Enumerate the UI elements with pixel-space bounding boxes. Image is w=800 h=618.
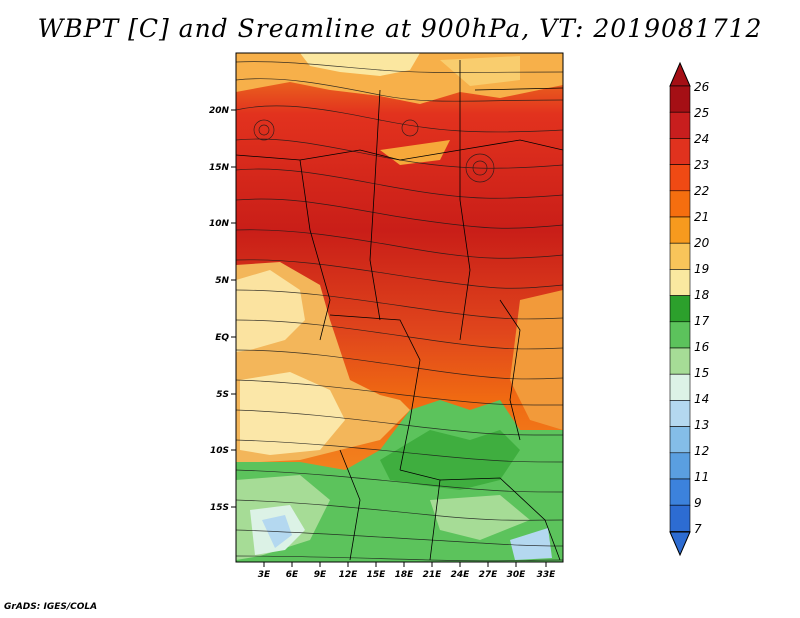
- colorbar-segment: [669, 269, 691, 296]
- colorbar-label-26: 26: [694, 80, 710, 94]
- colorbar-segment: [669, 347, 691, 375]
- lon-label-24e: 24E: [451, 570, 471, 580]
- lon-label-27e: 27E: [479, 570, 499, 580]
- latitude-axis: 20N 15N 10N 5N EQ 5S 10S 15S: [209, 106, 236, 513]
- lat-label-15s: 15S: [210, 503, 229, 513]
- colorbar-label-12: 12: [694, 444, 709, 458]
- colorbar-bottom-arrow: [669, 531, 691, 557]
- orange-east-region: [510, 290, 563, 430]
- colorbar-segment: [669, 321, 691, 349]
- colorbar: 26 25 24 23 22 21 20 19 18 17 16 15 14 1…: [669, 61, 710, 557]
- colorbar-label-14: 14: [694, 392, 709, 406]
- lat-label-20n: 20N: [209, 106, 230, 116]
- colorbar-top-arrow: [669, 61, 691, 87]
- map-frame: [235, 52, 564, 563]
- colorbar-segment: [669, 504, 691, 532]
- lon-label-33e: 33E: [537, 570, 557, 580]
- colorbar-label-25: 25: [694, 106, 709, 120]
- colorbar-label-18: 18: [694, 288, 710, 302]
- colorbar-label-20: 20: [694, 236, 710, 250]
- colorbar-segment: [669, 111, 691, 139]
- lon-label-9e: 9E: [314, 570, 327, 580]
- colorbar-segments: [669, 85, 691, 532]
- colorbar-label-22: 22: [694, 184, 709, 198]
- colorbar-segment: [669, 452, 691, 480]
- colorbar-segment: [669, 400, 691, 427]
- colorbar-label-11: 11: [694, 470, 709, 484]
- credit-label: GrADS: IGES/COLA: [4, 602, 98, 612]
- colorbar-label-21: 21: [694, 210, 709, 224]
- colorbar-labels: 26 25 24 23 22 21 20 19 18 17 16 15 14 1…: [694, 80, 710, 536]
- colorbar-label-19: 19: [694, 262, 709, 276]
- colorbar-label-23: 23: [694, 158, 709, 172]
- lat-label-10s: 10S: [210, 446, 229, 456]
- lon-label-30e: 30E: [507, 570, 527, 580]
- lat-label-eq: EQ: [215, 333, 229, 343]
- map-title: WBPT [C] and Sreamline at 900hPa, VT: 20…: [37, 14, 763, 43]
- lat-label-15n: 15N: [209, 163, 230, 173]
- colorbar-label-24: 24: [694, 132, 709, 146]
- colorbar-label-17: 17: [694, 314, 710, 328]
- longitude-axis: 3E 6E 9E 12E 15E 18E 21E 24E 27E 30E 33E: [258, 562, 556, 580]
- blue-region-se: [510, 528, 552, 560]
- light-green-southeast: [430, 495, 530, 540]
- country-borders: [236, 60, 563, 561]
- colorbar-label-7: 7: [694, 522, 702, 536]
- lat-label-5n: 5N: [215, 276, 229, 286]
- lon-label-6e: 6E: [286, 570, 299, 580]
- colorbar-segment: [669, 164, 691, 192]
- colorbar-segment: [669, 190, 691, 218]
- colorbar-segment: [669, 426, 691, 454]
- lon-label-18e: 18E: [395, 570, 415, 580]
- colorbar-segment: [669, 373, 691, 401]
- temperature-field: [236, 53, 563, 562]
- colorbar-label-16: 16: [694, 340, 710, 354]
- colorbar-segment: [669, 85, 691, 113]
- colorbar-label-15: 15: [694, 366, 709, 380]
- colorbar-segment: [669, 216, 691, 244]
- colorbar-segment: [669, 138, 691, 165]
- lon-label-15e: 15E: [367, 570, 387, 580]
- colorbar-segment: [669, 242, 691, 270]
- colorbar-label-13: 13: [694, 418, 709, 432]
- colorbar-segment: [669, 295, 691, 323]
- lon-label-21e: 21E: [423, 570, 443, 580]
- lon-label-12e: 12E: [339, 570, 359, 580]
- lat-label-10n: 10N: [209, 219, 230, 229]
- lat-label-5s: 5S: [216, 390, 229, 400]
- yellow-north-region: [300, 53, 420, 76]
- orange-inner: [380, 140, 450, 165]
- colorbar-label-9: 9: [694, 496, 702, 510]
- colorbar-segment: [669, 478, 691, 506]
- dark-green-region: [380, 430, 520, 490]
- lon-label-3e: 3E: [258, 570, 271, 580]
